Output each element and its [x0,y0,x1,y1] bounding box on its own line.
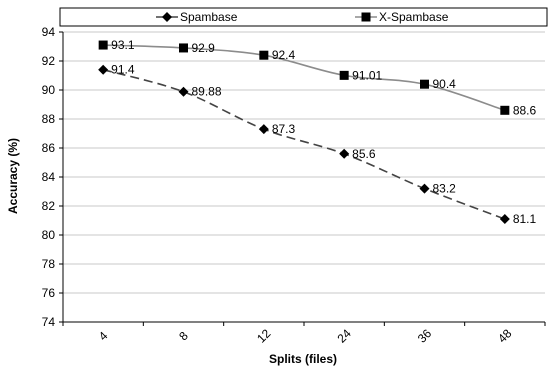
data-label: 91.01 [352,68,382,82]
data-point-diamond [258,124,269,135]
data-label: 85.6 [352,147,376,161]
y-tick-label: 92 [42,54,56,68]
data-point-square [339,70,349,80]
data-label-layer: 91.4 89.88 87.3 85.6 83.2 81.1 93.1 92.9 92.4 91.… [111,38,536,226]
y-tick-label: 76 [42,286,56,300]
y-tick-label: 90 [42,83,56,97]
legend-square-marker [361,12,371,22]
data-label: 88.6 [513,103,537,117]
legend: Spambase X-Spambase [59,7,548,27]
x-tick-label: 48 [495,326,515,346]
y-tick-label: 74 [42,315,56,329]
data-label: 81.1 [513,212,537,226]
data-point-square [420,79,429,89]
data-point-square [98,40,108,50]
x-tick-label: 8 [176,328,191,343]
data-label: 83.2 [433,182,457,196]
legend-label-spambase: Spambase [180,10,238,24]
data-label: 91.4 [111,63,135,77]
data-point-diamond [499,214,510,225]
x-tick-label: 36 [415,326,435,346]
data-point-diamond [419,183,430,194]
data-point-diamond [98,64,109,75]
x-tick-label: 24 [334,326,354,346]
x-tick-label: 4 [96,328,111,343]
data-label: 89.88 [192,85,222,99]
legend-box [59,7,548,27]
grid-layer [63,31,545,294]
data-label: 90.4 [433,77,457,91]
x-tick-label: 12 [254,326,274,346]
y-tick-label: 84 [42,170,56,184]
series-line-spambase [102,68,506,220]
y-tick-label: 80 [42,228,56,242]
data-point-square [259,50,269,60]
y-tick-label: 86 [42,141,56,155]
y-tick-label: 88 [42,112,56,126]
data-label: 92.9 [192,41,216,55]
data-point-diamond [339,148,350,159]
series-layer [98,40,510,225]
data-label: 92.4 [272,48,296,62]
y-tick-label: 78 [42,257,56,271]
data-point-square [500,105,510,115]
data-point-square [179,43,188,53]
x-tick-layer: 4 8 12 24 36 48 [62,322,546,346]
x-axis-title: Splits (files) [269,352,337,366]
data-label: 93.1 [111,38,135,52]
y-tick-layer: 74 76 78 80 82 84 86 88 90 92 94 [42,25,63,329]
legend-diamond-marker [162,12,172,22]
y-tick-label: 82 [42,199,56,213]
y-axis-title: Accuracy (%) [6,138,20,214]
legend-label-x-spambase: X-Spambase [379,10,449,24]
data-point-diamond [178,86,189,97]
data-label: 87.3 [272,122,296,136]
y-tick-label: 94 [42,25,56,39]
